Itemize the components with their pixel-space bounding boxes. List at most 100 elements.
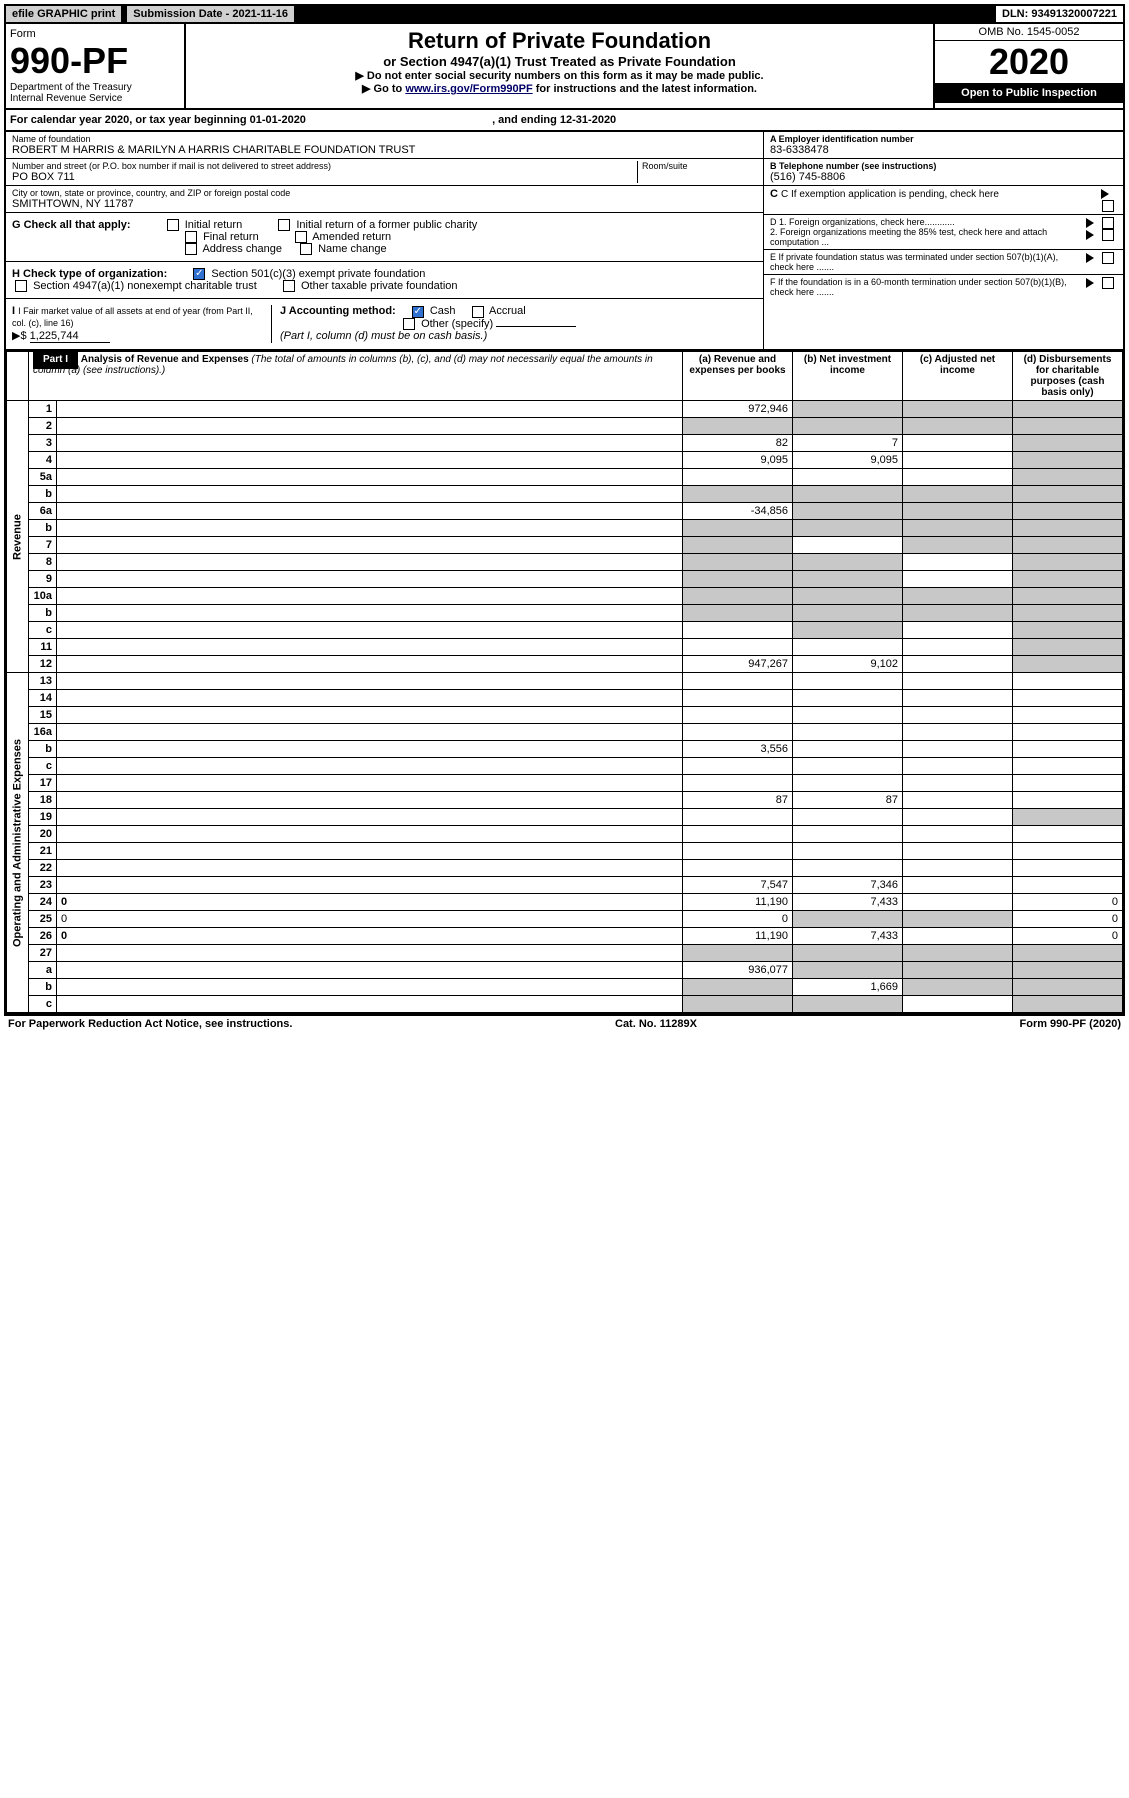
- table-row: 14: [7, 690, 1123, 707]
- addr-label: Number and street (or P.O. box number if…: [12, 161, 637, 171]
- page-footer: For Paperwork Reduction Act Notice, see …: [4, 1015, 1125, 1032]
- form-number: 990-PF: [10, 40, 180, 82]
- part1-table: Part I Analysis of Revenue and Expenses …: [6, 351, 1123, 1013]
- check-exemption-pending[interactable]: [1102, 200, 1114, 212]
- line-number: 9: [29, 571, 57, 588]
- check-f[interactable]: [1102, 277, 1114, 289]
- expenses-side-label: Operating and Administrative Expenses: [7, 673, 29, 1013]
- cell-b: [793, 486, 903, 503]
- cell-b: [793, 588, 903, 605]
- line-description: [57, 588, 683, 605]
- cell-c: [903, 979, 1013, 996]
- omb-number: OMB No. 1545-0052: [935, 24, 1123, 41]
- table-row: Revenue1972,946: [7, 401, 1123, 418]
- note2-pre: ▶ Go to: [362, 83, 405, 95]
- top-bar: efile GRAPHIC print Submission Date - 20…: [4, 4, 1125, 24]
- cell-c: [903, 401, 1013, 418]
- check-e[interactable]: [1102, 252, 1114, 264]
- g-label: G Check all that apply:: [12, 219, 131, 231]
- table-row: c: [7, 996, 1123, 1013]
- table-row: 6a-34,856: [7, 503, 1123, 520]
- table-row: 12947,2679,102: [7, 656, 1123, 673]
- check-d1[interactable]: [1102, 217, 1114, 229]
- table-row: 24011,1907,4330: [7, 894, 1123, 911]
- cell-c: [903, 945, 1013, 962]
- j-label: J Accounting method:: [280, 305, 396, 317]
- cell-a: 11,190: [683, 894, 793, 911]
- line-description: [57, 639, 683, 656]
- cell-c: [903, 690, 1013, 707]
- calyear-end: 12-31-2020: [560, 114, 616, 126]
- cell-b: 87: [793, 792, 903, 809]
- check-accrual[interactable]: [472, 306, 484, 318]
- line-number: c: [29, 622, 57, 639]
- cell-c: [903, 996, 1013, 1013]
- h-opt-3: Other taxable private foundation: [301, 280, 458, 292]
- cell-b: [793, 843, 903, 860]
- cell-d: [1013, 622, 1123, 639]
- cell-c: [903, 707, 1013, 724]
- efile-print-button[interactable]: efile GRAPHIC print: [6, 6, 123, 22]
- check-d2[interactable]: [1102, 229, 1114, 241]
- table-row: 15: [7, 707, 1123, 724]
- calyear-begin: 01-01-2020: [250, 114, 306, 126]
- cell-d: [1013, 792, 1123, 809]
- room-label: Room/suite: [642, 161, 757, 171]
- cell-b: [793, 520, 903, 537]
- check-final-return[interactable]: [185, 231, 197, 243]
- check-other-taxable[interactable]: [283, 280, 295, 292]
- cell-a: 0: [683, 911, 793, 928]
- part1-title: Analysis of Revenue and Expenses (The to…: [33, 354, 653, 376]
- cell-a: [683, 554, 793, 571]
- line-number: b: [29, 486, 57, 503]
- table-row: 5a: [7, 469, 1123, 486]
- g-opt-2: Final return: [203, 231, 259, 243]
- check-501c3[interactable]: [193, 268, 205, 280]
- c-label: C If exemption application is pending, c…: [781, 189, 999, 200]
- check-initial-former[interactable]: [278, 219, 290, 231]
- irs-link[interactable]: www.irs.gov/Form990PF: [405, 83, 532, 95]
- check-other-method[interactable]: [403, 318, 415, 330]
- check-address-change[interactable]: [185, 243, 197, 255]
- cell-b: [793, 537, 903, 554]
- cell-a: [683, 979, 793, 996]
- cell-d: [1013, 690, 1123, 707]
- cell-b: [793, 826, 903, 843]
- cell-b: [793, 860, 903, 877]
- cell-a: [683, 486, 793, 503]
- table-row: 11: [7, 639, 1123, 656]
- cell-d: [1013, 826, 1123, 843]
- line-description: [57, 520, 683, 537]
- cell-d: [1013, 520, 1123, 537]
- col-c-header: (c) Adjusted net income: [903, 352, 1013, 401]
- cell-a: [683, 996, 793, 1013]
- check-4947a1[interactable]: [15, 280, 27, 292]
- cell-c: [903, 843, 1013, 860]
- cell-d: [1013, 588, 1123, 605]
- line-number: 3: [29, 435, 57, 452]
- cell-b: [793, 996, 903, 1013]
- check-cash[interactable]: [412, 306, 424, 318]
- section-i-j: I I Fair market value of all assets at e…: [6, 298, 763, 349]
- cell-c: [903, 656, 1013, 673]
- table-row: 49,0959,095: [7, 452, 1123, 469]
- line-number: b: [29, 979, 57, 996]
- cell-a: 947,267: [683, 656, 793, 673]
- cell-b: 7: [793, 435, 903, 452]
- cell-c: [903, 673, 1013, 690]
- check-name-change[interactable]: [300, 243, 312, 255]
- table-row: 237,5477,346: [7, 877, 1123, 894]
- check-amended[interactable]: [295, 231, 307, 243]
- cell-d: [1013, 673, 1123, 690]
- cell-c: [903, 962, 1013, 979]
- calyear-pre: For calendar year 2020, or tax year begi…: [10, 114, 250, 126]
- table-row: 20: [7, 826, 1123, 843]
- line-description: [57, 843, 683, 860]
- line-number: b: [29, 520, 57, 537]
- line-description: [57, 792, 683, 809]
- cell-c: [903, 520, 1013, 537]
- cell-c: [903, 588, 1013, 605]
- check-initial-return[interactable]: [167, 219, 179, 231]
- cell-c: [903, 809, 1013, 826]
- line-description: [57, 809, 683, 826]
